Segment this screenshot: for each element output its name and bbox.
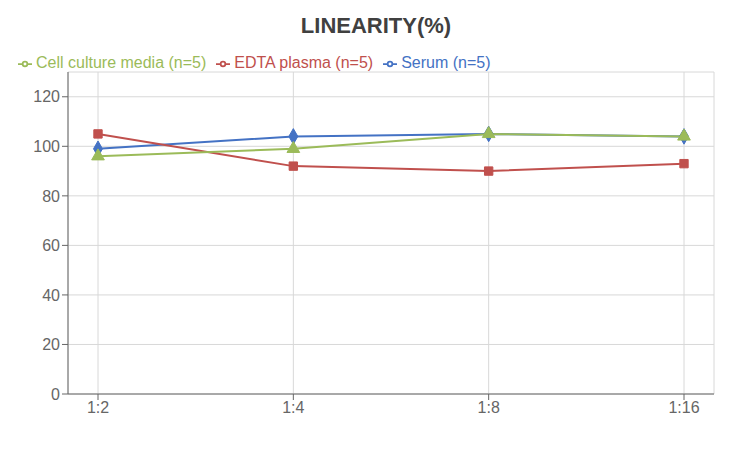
svg-text:120: 120	[33, 88, 60, 105]
svg-text:60: 60	[42, 237, 60, 254]
svg-text:1:2: 1:2	[87, 399, 109, 416]
svg-text:1:8: 1:8	[478, 399, 500, 416]
svg-text:0: 0	[51, 386, 60, 403]
svg-text:20: 20	[42, 336, 60, 353]
svg-text:100: 100	[33, 138, 60, 155]
html-text:EDTA plasma (n=5): EDTA plasma (n=5)	[234, 54, 374, 71]
svg-text:80: 80	[42, 188, 60, 205]
svg-text:40: 40	[42, 287, 60, 304]
html-text:LINEARITY(%): LINEARITY(%)	[300, 13, 452, 38]
html-text:Serum (n=5): Serum (n=5)	[401, 54, 491, 71]
html-text:Cell culture media (n=5): Cell culture media (n=5)	[36, 54, 207, 71]
svg-text:1:16: 1:16	[668, 399, 699, 416]
svg-text:1:4: 1:4	[282, 399, 304, 416]
